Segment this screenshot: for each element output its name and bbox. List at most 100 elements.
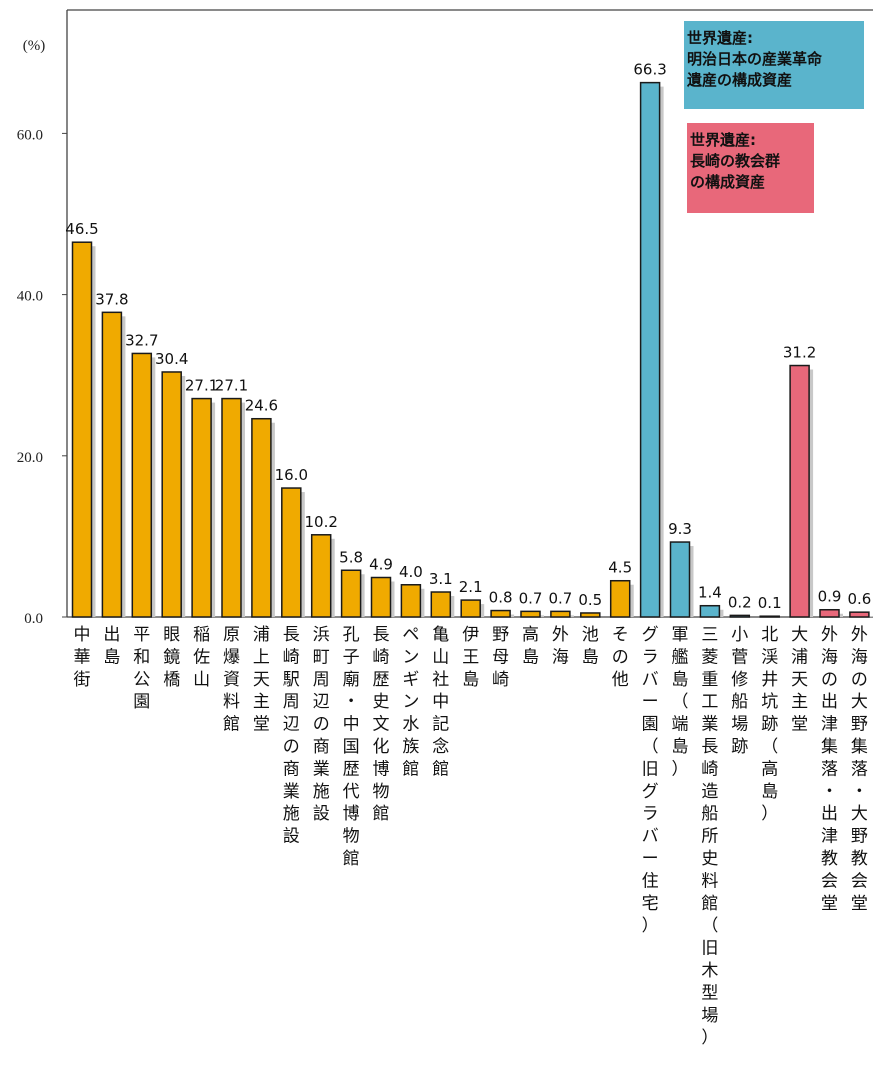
x-tick-label: 外海 <box>552 625 569 667</box>
bar <box>759 615 780 618</box>
data-label: 0.9 <box>818 588 842 606</box>
x-tick-label: 浜町周辺の商業施設 <box>313 625 330 824</box>
x-tick-label: ペンギン水族館 <box>402 625 419 779</box>
bar <box>340 569 362 618</box>
bar <box>71 241 93 618</box>
x-tick-label: 出島 <box>103 625 120 667</box>
legend-text: 長崎の教会群 <box>690 152 780 170</box>
y-tick-label: 40.0 <box>17 289 43 305</box>
data-label: 1.4 <box>698 584 722 602</box>
legend-text: 世界遺産: <box>687 29 753 47</box>
y-tick-label: 60.0 <box>17 127 43 143</box>
x-tick-label: 平和公園 <box>133 625 150 712</box>
data-label: 0.8 <box>489 589 513 607</box>
legend-box <box>684 21 864 109</box>
bars <box>71 81 873 618</box>
y-tick-label: 0.0 <box>24 611 43 627</box>
bar <box>639 81 661 618</box>
data-label: 0.6 <box>847 590 871 608</box>
data-label: 31.2 <box>783 344 816 362</box>
x-tick-label: 野母崎 <box>492 625 509 690</box>
y-tick-label: 20.0 <box>17 450 43 466</box>
x-tick-label: その他 <box>612 625 629 690</box>
data-label: 4.0 <box>399 563 423 581</box>
data-label: 0.1 <box>758 594 782 612</box>
x-tick-label: 外海の出津集落・出津教会堂 <box>821 625 838 914</box>
x-axis-labels: 中華街出島平和公園眼鏡橋稲佐山原爆資料館浦上天主堂長崎駅周辺の商業施設浜町周辺の… <box>74 625 868 1048</box>
y-axis-unit-label: (%) <box>23 38 46 54</box>
bar <box>251 417 272 618</box>
bar <box>729 614 751 618</box>
bar <box>580 612 601 618</box>
data-label: 46.5 <box>65 220 98 238</box>
data-label: 4.5 <box>608 559 632 577</box>
data-label: 27.1 <box>185 377 218 395</box>
data-label: 9.3 <box>668 520 692 538</box>
data-labels: 46.5 37.8 32.730.4 27.127.1 24.6 16.0 10.25.8 4… <box>65 61 871 613</box>
x-tick-label: 原爆資料館 <box>223 625 240 735</box>
x-tick-label: 大浦天主堂 <box>791 625 808 735</box>
bar <box>430 591 452 618</box>
data-label: 5.8 <box>339 548 363 566</box>
data-label: 10.2 <box>304 513 337 531</box>
data-label: 2.1 <box>459 578 483 596</box>
bar <box>520 610 541 618</box>
x-tick-label: 中華街 <box>74 625 91 690</box>
data-label: 0.5 <box>578 591 602 609</box>
bar <box>819 608 840 618</box>
x-tick-label: 軍艦島（端島） <box>672 625 689 779</box>
x-tick-label: 亀山社中記念館 <box>432 625 449 779</box>
x-tick-label: 北渓井坑跡（高島） <box>761 625 778 824</box>
bar <box>609 579 631 618</box>
data-label: 0.2 <box>728 593 752 611</box>
bar <box>101 311 123 618</box>
bar <box>789 364 810 618</box>
legend-box <box>687 123 814 213</box>
data-label: 32.7 <box>125 331 158 349</box>
legend-text: 世界遺産: <box>690 131 756 149</box>
bar <box>849 611 870 618</box>
bar <box>281 487 302 618</box>
legend-text: 明治日本の産業革命 <box>687 50 823 68</box>
bar <box>460 599 481 618</box>
data-label: 66.3 <box>633 61 666 79</box>
x-tick-label: 伊王島 <box>462 625 479 690</box>
bar <box>310 534 332 618</box>
data-label: 4.9 <box>369 556 393 574</box>
x-tick-label: 三菱重工業長崎造船所史料館（旧木型場） <box>701 625 718 1048</box>
x-tick-label: 稲佐山 <box>193 625 210 690</box>
data-label: 30.4 <box>155 350 188 368</box>
x-tick-label: 外海の大野集落・大野教会堂 <box>851 625 868 914</box>
bar <box>131 352 153 618</box>
bar <box>161 371 182 618</box>
x-tick-label: 眼鏡橋 <box>163 625 180 690</box>
legend-text: 遺産の構成資産 <box>686 71 792 89</box>
x-tick-label: 高島 <box>522 625 539 667</box>
bar <box>699 604 721 618</box>
x-tick-label: グラバー園（旧グラバー住宅） <box>642 625 659 936</box>
data-label: 24.6 <box>245 397 278 415</box>
data-label: 3.1 <box>429 570 453 588</box>
bar <box>400 584 422 618</box>
legend-text: の構成資産 <box>690 173 765 191</box>
bar <box>370 576 392 618</box>
data-label: 16.0 <box>275 466 308 484</box>
x-tick-label: 浦上天主堂 <box>253 625 270 735</box>
data-label: 37.8 <box>95 290 128 308</box>
x-tick-label: 長崎駅周辺の商業施設 <box>283 625 300 847</box>
x-tick-label: 小菅修船場跡 <box>731 625 748 757</box>
bar <box>669 541 691 618</box>
x-tick-label: 池島 <box>582 625 599 667</box>
x-tick-label: 孔子廟・中国歴代博物館 <box>343 625 360 869</box>
bar <box>490 609 511 618</box>
data-label: 0.7 <box>548 589 572 607</box>
data-label: 27.1 <box>215 377 248 395</box>
x-tick-label: 長崎歴史文化博物館 <box>373 625 390 824</box>
data-label: 0.7 <box>519 589 543 607</box>
bar <box>550 610 571 618</box>
bar <box>221 397 242 618</box>
